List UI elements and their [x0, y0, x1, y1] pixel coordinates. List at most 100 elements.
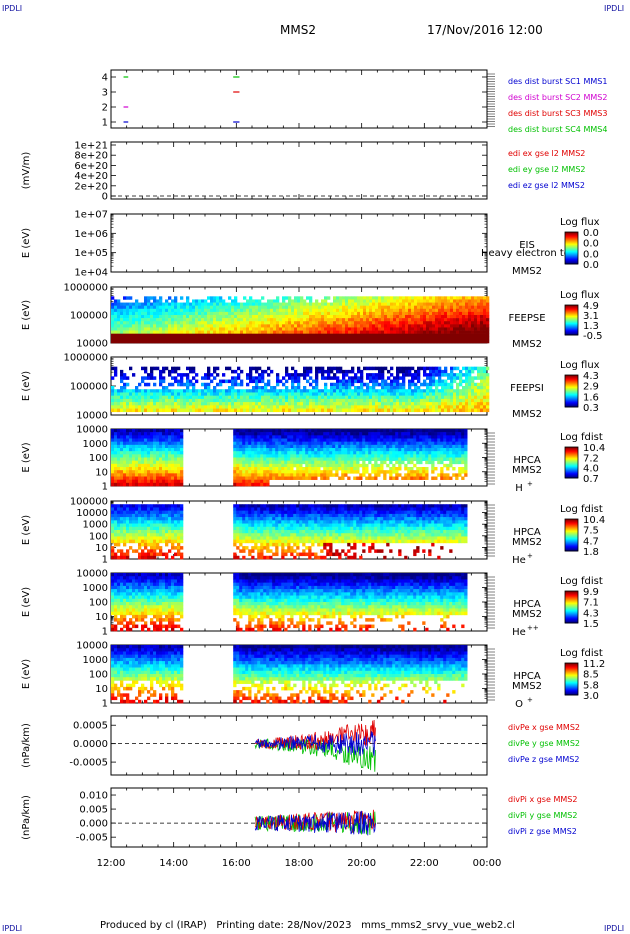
feepsi-cell — [300, 402, 304, 406]
feepse-cell — [270, 318, 274, 322]
feepse-cell — [222, 305, 226, 310]
feepse-cell — [453, 308, 457, 313]
feepse-cell — [339, 296, 343, 300]
feepse-cell — [288, 296, 292, 300]
hpca_h-cell — [117, 470, 121, 474]
feepse-cell — [309, 330, 313, 334]
hpca_h-cell — [120, 448, 124, 452]
feepsi-cell — [441, 405, 445, 409]
hpca_h-cell — [120, 444, 124, 449]
hpca_h-cell — [263, 457, 267, 461]
feepse-cell — [444, 308, 448, 313]
hpca_h-cell — [266, 429, 270, 433]
feepse-cell — [393, 321, 397, 325]
hpca_h-spectrogram — [111, 429, 468, 487]
hpca_h-cell — [147, 438, 151, 442]
hpca_h-cell — [135, 460, 139, 465]
hpca_h-cell — [290, 448, 294, 452]
feepse-cell — [177, 324, 181, 328]
feepse-cell — [282, 336, 286, 341]
feepsi-cell — [342, 389, 346, 393]
feepse-cell — [135, 336, 139, 341]
feepsi-ytick-label: 1000000 — [63, 353, 108, 364]
feepse-cell — [120, 315, 124, 319]
feepse-cell — [384, 308, 388, 313]
hpca_h-cell — [242, 470, 246, 474]
feepse-cell — [267, 324, 271, 328]
feepsi-cell — [309, 392, 313, 396]
feepse-cell — [306, 333, 310, 338]
hpca_h-cell — [156, 479, 160, 484]
feepse-cell — [387, 333, 391, 338]
hpca_h-cell — [236, 460, 240, 465]
feepsi-cell — [240, 405, 244, 409]
feepse-cell — [303, 336, 307, 341]
feepsi-cell — [165, 389, 169, 393]
hpca_h-cell — [260, 479, 264, 484]
hpca_h-cell — [335, 473, 339, 477]
feepsi-cell — [459, 398, 463, 403]
feepse-cell — [327, 321, 331, 325]
hpca_h-cell — [177, 470, 181, 474]
feepsi-cell — [294, 405, 298, 409]
feepsi-cell — [291, 408, 295, 413]
feepse-cell — [324, 318, 328, 322]
feepse-cell — [315, 324, 319, 328]
feepsi-cell — [267, 392, 271, 396]
hpca_h-cell — [180, 457, 184, 461]
feepse-cell — [237, 305, 241, 310]
feepsi-cell — [348, 408, 352, 413]
feepsi-cell — [309, 398, 313, 403]
feepse-cell — [111, 324, 115, 328]
feepse-cell — [462, 327, 466, 331]
feepse-cell — [141, 339, 145, 344]
feepsi-cell — [453, 389, 457, 393]
hpca_h-cell — [320, 429, 324, 433]
hpca_h-cell — [329, 454, 333, 458]
feepsi-cell — [375, 382, 379, 387]
hpca_h-cell — [332, 463, 336, 468]
feepsi-cell — [405, 408, 409, 413]
feepse-cell — [150, 321, 154, 325]
feepse-cell — [423, 327, 427, 331]
feepsi-cell — [114, 366, 118, 371]
feepse-cell — [465, 336, 469, 341]
feepse-cell — [432, 302, 436, 306]
feepse-cell — [420, 315, 424, 319]
eis-colorbar-cell — [565, 242, 578, 245]
feepse-cell — [438, 299, 442, 303]
feepse-cell — [486, 327, 490, 331]
eis-colorbar-cell — [565, 246, 578, 249]
feepse-cell — [345, 318, 349, 322]
feepsi-cell — [171, 408, 175, 413]
feepsi-cell — [402, 392, 406, 396]
hpca_h-cell — [254, 429, 258, 433]
hpca_h-cell — [180, 448, 184, 452]
feepse-cell — [129, 333, 133, 338]
feepse-cell — [195, 327, 199, 331]
feepse-cell — [315, 321, 319, 325]
feepse-cell — [147, 318, 151, 322]
feepse-cell — [189, 330, 193, 334]
feepse-cell — [486, 308, 490, 313]
feepsi-cell — [186, 376, 190, 380]
feepse-cell — [372, 318, 376, 322]
feepsi-cell — [183, 398, 187, 403]
hpca_h-cell — [156, 457, 160, 461]
feepse-cell — [480, 324, 484, 328]
feepse-cell — [270, 305, 274, 310]
feepse-cell — [453, 324, 457, 328]
feepse-cell — [378, 308, 382, 313]
hpca_h-cell — [272, 454, 276, 458]
hpca_h-cell — [147, 467, 151, 471]
feepse-cell — [321, 330, 325, 334]
feepse-cell — [366, 305, 370, 310]
feepsi-cell — [324, 392, 328, 396]
feepsi-cell — [399, 402, 403, 406]
feepse-cell — [288, 311, 292, 316]
hpca_h-cell — [242, 454, 246, 458]
feepsi-cell — [282, 395, 286, 400]
feepse-cell — [309, 311, 313, 316]
feepsi-cell — [441, 369, 445, 374]
feepse-cell — [213, 302, 217, 306]
